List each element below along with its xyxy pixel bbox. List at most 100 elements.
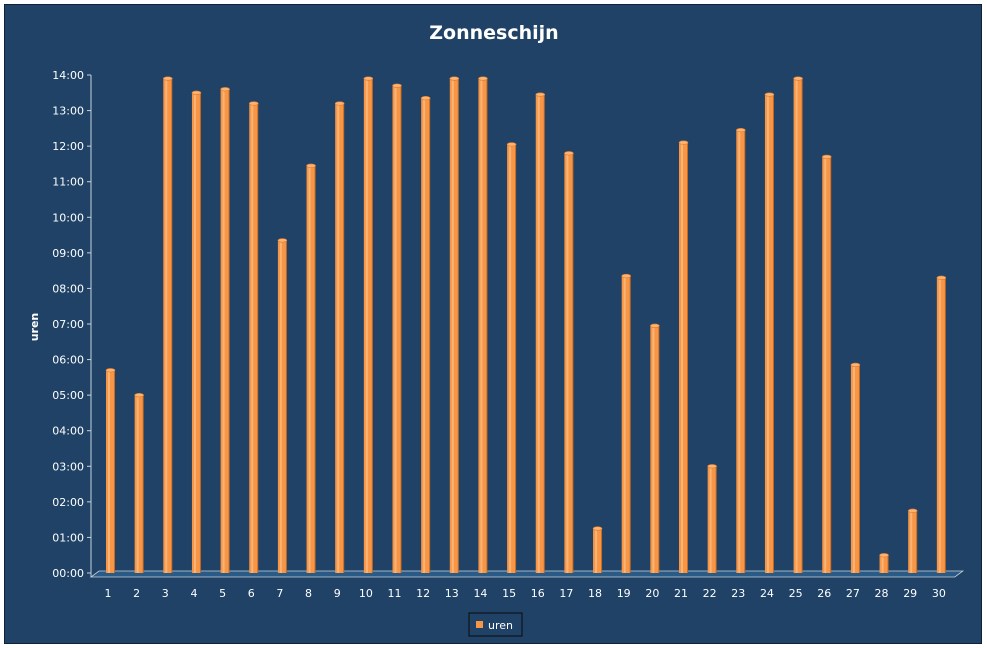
bar bbox=[134, 393, 144, 573]
bar-highlight bbox=[165, 78, 168, 574]
bar-top bbox=[592, 526, 603, 531]
bar-top bbox=[363, 76, 374, 81]
bar bbox=[392, 83, 402, 574]
x-tick-label: 3 bbox=[162, 587, 169, 600]
bar-highlight bbox=[652, 325, 655, 573]
bar-highlight bbox=[852, 364, 855, 573]
bar bbox=[506, 142, 517, 573]
bar-top bbox=[650, 323, 660, 328]
bar-highlight bbox=[566, 153, 569, 573]
bar bbox=[277, 238, 288, 573]
y-tick-label: 08:00 bbox=[52, 282, 84, 295]
bar bbox=[764, 92, 775, 574]
y-tick-label: 14:00 bbox=[52, 69, 84, 82]
y-axis-label: uren bbox=[28, 313, 41, 342]
bar-highlight bbox=[881, 555, 884, 573]
bar-highlight bbox=[337, 103, 340, 573]
bar-top bbox=[678, 140, 689, 145]
x-tick-label: 15 bbox=[502, 587, 516, 600]
bar bbox=[879, 553, 889, 573]
bar bbox=[564, 151, 574, 573]
x-tick-label: 1 bbox=[105, 587, 112, 600]
legend-box bbox=[468, 612, 523, 637]
bar-highlight bbox=[451, 78, 454, 574]
bar bbox=[678, 140, 689, 574]
x-tick-label: 23 bbox=[731, 587, 745, 600]
x-tick-label: 21 bbox=[674, 587, 688, 600]
y-tick-label: 03:00 bbox=[52, 460, 84, 473]
bar bbox=[478, 76, 488, 574]
bar-highlight bbox=[824, 156, 827, 574]
x-tick-label: 6 bbox=[248, 587, 255, 600]
x-tick-label: 25 bbox=[789, 587, 803, 600]
bar bbox=[449, 76, 460, 574]
bar-top bbox=[564, 151, 574, 156]
bar bbox=[420, 96, 431, 573]
bar-top bbox=[506, 142, 517, 147]
bar-highlight bbox=[910, 510, 913, 573]
y-tick-label: 04:00 bbox=[52, 425, 84, 438]
bar bbox=[707, 464, 717, 573]
chart-svg: Zonneschijn uren 00:00 01:00 02:00 03:00 04:… bbox=[28, 22, 965, 637]
x-tick-label: 27 bbox=[846, 587, 860, 600]
bar-highlight bbox=[623, 275, 626, 573]
x-tick-label: 24 bbox=[760, 587, 774, 600]
legend-label: uren bbox=[488, 619, 513, 632]
bar-top bbox=[334, 101, 345, 106]
chart-title: Zonneschijn bbox=[429, 22, 558, 44]
x-tick-label: 17 bbox=[559, 587, 573, 600]
bar-top bbox=[392, 83, 402, 88]
bar-highlight bbox=[595, 528, 598, 573]
bar bbox=[248, 101, 259, 573]
bar-highlight bbox=[394, 85, 397, 574]
bar bbox=[306, 163, 316, 573]
bar-highlight bbox=[766, 94, 769, 574]
y-tick-label: 02:00 bbox=[52, 496, 84, 509]
bars bbox=[105, 76, 947, 574]
bar-top bbox=[907, 508, 918, 513]
x-tick-label: 11 bbox=[388, 587, 402, 600]
y-tick-label: 06:00 bbox=[52, 354, 84, 367]
x-tick-label: 8 bbox=[305, 587, 312, 600]
bar-top bbox=[220, 87, 230, 92]
bar-top bbox=[163, 76, 173, 81]
bar-top bbox=[707, 464, 717, 469]
bar-highlight bbox=[738, 130, 741, 573]
x-tick-label: 26 bbox=[817, 587, 831, 600]
bar bbox=[592, 526, 603, 573]
bar-top bbox=[306, 163, 316, 168]
y-tick-label: 01:00 bbox=[52, 531, 84, 544]
bar-top bbox=[793, 76, 803, 81]
bar-highlight bbox=[795, 78, 798, 574]
x-tick-label: 30 bbox=[932, 587, 946, 600]
bar bbox=[650, 323, 660, 573]
x-tick-label: 28 bbox=[875, 587, 889, 600]
bar-top bbox=[134, 393, 144, 398]
x-tick-label: 29 bbox=[903, 587, 917, 600]
bar-highlight bbox=[279, 240, 282, 573]
legend: uren bbox=[468, 612, 523, 637]
bar bbox=[850, 362, 861, 573]
bar-highlight bbox=[709, 466, 712, 573]
bar-highlight bbox=[681, 142, 683, 574]
bar-top bbox=[936, 275, 947, 280]
x-tick-label: 9 bbox=[334, 587, 341, 600]
x-tick-label: 20 bbox=[645, 587, 659, 600]
bar-top bbox=[879, 553, 889, 558]
bar-highlight bbox=[136, 395, 139, 573]
y-tick-label: 00:00 bbox=[52, 567, 84, 580]
y-tick-labels: 00:00 01:00 02:00 03:00 04:00 05:00 06:00 07:00… bbox=[52, 69, 84, 580]
x-tick-label: 16 bbox=[531, 587, 545, 600]
bar-top bbox=[420, 96, 431, 101]
bar-highlight bbox=[193, 92, 196, 574]
bar bbox=[105, 368, 116, 573]
bar bbox=[735, 128, 746, 573]
bar-highlight bbox=[251, 103, 254, 573]
bar bbox=[163, 76, 173, 574]
axes bbox=[87, 74, 92, 577]
bar bbox=[363, 76, 374, 574]
y-tick-label: 11:00 bbox=[52, 176, 84, 189]
bar-top bbox=[621, 273, 632, 279]
y-tick-label: 10:00 bbox=[52, 211, 84, 224]
bar bbox=[907, 508, 918, 573]
